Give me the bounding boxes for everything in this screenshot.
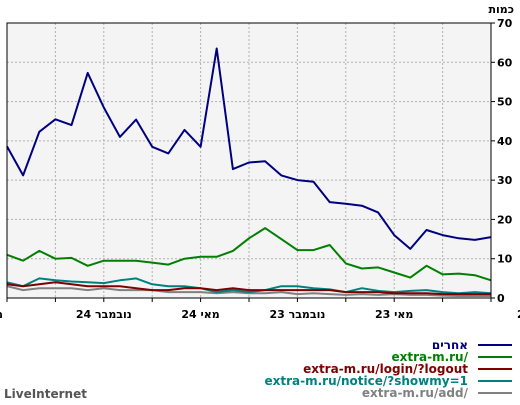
legend-label: extra-m.ru/add/ bbox=[361, 386, 468, 400]
legend-swatch bbox=[478, 344, 512, 346]
legend-item: extra-m.ru/add/ bbox=[362, 385, 512, 401]
legend-item: אחרים bbox=[432, 337, 512, 353]
legend-swatch bbox=[478, 392, 512, 394]
x-tick-label: נובמבר 22 bbox=[517, 308, 520, 320]
x-tick-label: מאי 25 bbox=[0, 308, 3, 320]
x-tick-label: מאי 24 bbox=[181, 308, 219, 320]
y-axis-label: כמות bbox=[489, 3, 514, 16]
y-tick-label: 50 bbox=[497, 96, 513, 109]
legend-item: extra-m.ru/notice/?showmy=1 bbox=[264, 373, 512, 389]
y-tick-label: 40 bbox=[497, 135, 513, 148]
y-tick-label: 20 bbox=[497, 213, 513, 226]
series-line bbox=[6, 285, 491, 297]
legend-label: extra-m.ru/notice/?showmy=1 bbox=[264, 374, 469, 388]
y-tick-label: 30 bbox=[497, 174, 513, 187]
legend-swatch bbox=[478, 380, 512, 382]
series-line bbox=[6, 227, 492, 282]
y-tick-label: 60 bbox=[497, 56, 513, 69]
y-tick-labels: 0 10 20 30 40 50 60 70 bbox=[497, 17, 513, 305]
axes bbox=[6, 22, 495, 302]
x-tick-label: נובמבר 24 bbox=[76, 308, 132, 320]
series-lines bbox=[6, 47, 492, 297]
x-tick-label: נובמבר 23 bbox=[269, 308, 325, 320]
y-tick-label: 0 bbox=[497, 292, 505, 305]
legend-label: extra-m.ru/login/?logout bbox=[303, 362, 468, 376]
legend-swatch bbox=[478, 368, 512, 370]
series-line bbox=[6, 281, 491, 296]
y-tick-label: 70 bbox=[497, 17, 513, 30]
gridlines bbox=[7, 23, 491, 298]
y-tick-label: 10 bbox=[497, 253, 513, 266]
legend-item: extra-m.ru/ bbox=[391, 349, 512, 365]
legend-swatch bbox=[478, 356, 512, 358]
brand-label: LiveInternet bbox=[4, 387, 87, 401]
series-line bbox=[6, 277, 492, 295]
x-tick-label: פברואר 25 bbox=[26, 318, 84, 320]
x-tick-label: פברואר 23 bbox=[414, 318, 472, 320]
legend-label: extra-m.ru/ bbox=[391, 350, 468, 364]
legend-label: אחרים bbox=[431, 338, 468, 352]
legend-item: extra-m.ru/login/?logout bbox=[303, 361, 512, 377]
x-tick-label: אוגוסט 23 bbox=[319, 318, 374, 320]
x-tick-label: אוגוסט 24 bbox=[125, 318, 180, 320]
x-tick-label: מאי 23 bbox=[375, 308, 413, 320]
x-tick-label: פברואר 24 bbox=[220, 318, 278, 320]
legend: אחרים extra-m.ru/extra-m.ru/login/?logout… bbox=[0, 337, 520, 401]
series-line bbox=[6, 47, 492, 250]
